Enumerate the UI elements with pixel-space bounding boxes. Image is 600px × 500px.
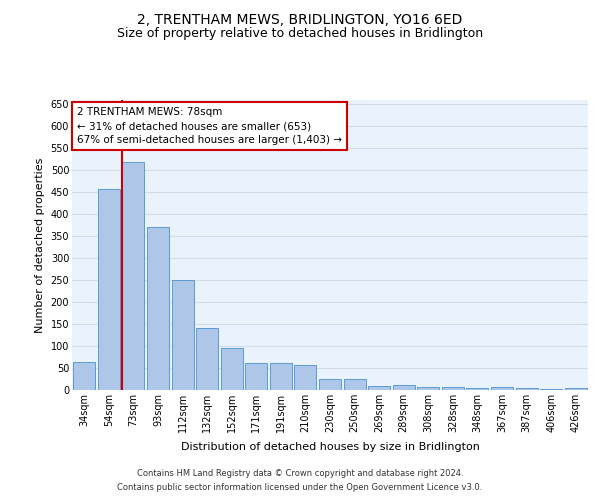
Bar [442, 387, 464, 390]
Bar [368, 386, 390, 390]
Bar [196, 328, 218, 390]
Text: 2 TRENTHAM MEWS: 78sqm
← 31% of detached houses are smaller (653)
67% of semi-de: 2 TRENTHAM MEWS: 78sqm ← 31% of detached… [77, 108, 342, 146]
Text: Distribution of detached houses by size in Bridlington: Distribution of detached houses by size … [181, 442, 479, 452]
Bar [515, 388, 538, 390]
Bar [147, 228, 169, 390]
Bar [392, 384, 415, 390]
Bar [417, 387, 439, 390]
Text: Contains public sector information licensed under the Open Government Licence v3: Contains public sector information licen… [118, 484, 482, 492]
Bar [540, 388, 562, 390]
Bar [295, 365, 316, 390]
Bar [245, 363, 268, 390]
Bar [466, 388, 488, 390]
Bar [344, 378, 365, 390]
Bar [122, 162, 145, 390]
Bar [172, 280, 194, 390]
Bar [565, 388, 587, 390]
Bar [491, 387, 513, 390]
Bar [73, 362, 95, 390]
Y-axis label: Number of detached properties: Number of detached properties [35, 158, 45, 332]
Text: Contains HM Land Registry data © Crown copyright and database right 2024.: Contains HM Land Registry data © Crown c… [137, 468, 463, 477]
Bar [270, 363, 292, 390]
Bar [98, 189, 120, 390]
Bar [221, 348, 243, 390]
Bar [319, 378, 341, 390]
Text: 2, TRENTHAM MEWS, BRIDLINGTON, YO16 6ED: 2, TRENTHAM MEWS, BRIDLINGTON, YO16 6ED [137, 12, 463, 26]
Text: Size of property relative to detached houses in Bridlington: Size of property relative to detached ho… [117, 28, 483, 40]
